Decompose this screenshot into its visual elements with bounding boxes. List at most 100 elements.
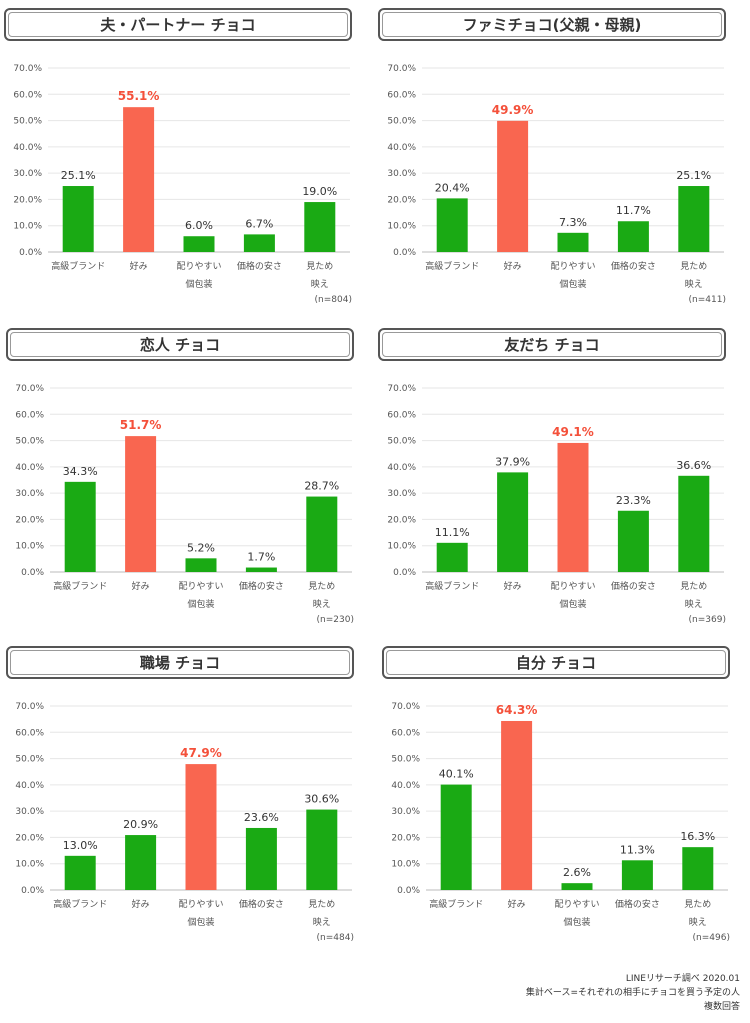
chart-title-box: ファミチョコ(父親・母親) (378, 8, 726, 41)
bar (557, 232, 589, 252)
bar (440, 784, 472, 890)
bar (678, 186, 710, 252)
x-tick-label: 映え (685, 598, 703, 610)
y-tick-label: 0.0% (393, 248, 416, 258)
footnote-multiple-answers: 複数回答 (703, 1002, 740, 1012)
y-tick-label: 0.0% (19, 248, 42, 258)
y-tick-label: 40.0% (15, 463, 44, 473)
y-tick-label: 10.0% (15, 542, 44, 552)
x-tick-label: 高級ブランド (51, 260, 105, 272)
sample-size: (n=369) (688, 615, 726, 625)
data-label: 20.4% (435, 181, 470, 194)
bar (62, 186, 94, 252)
data-label: 19.0% (302, 185, 337, 198)
bar (306, 496, 338, 572)
y-tick-label: 20.0% (15, 515, 44, 525)
bar (304, 202, 336, 252)
data-label: 6.7% (245, 217, 273, 230)
bar (682, 847, 714, 890)
y-tick-label: 0.0% (397, 886, 420, 896)
data-label: 47.9% (180, 746, 222, 760)
footnote-source: LINEリサーチ調べ 2020.01 (625, 974, 740, 984)
data-label: 34.3% (63, 465, 98, 478)
bar-chart-workplace: 0.0% 10.0% 20.0% 30.0% 40.0% 50.0% 60.0% 70.0% 1… (15, 702, 352, 928)
y-tick-label: 60.0% (391, 728, 420, 738)
bar-chart-lover: 0.0% 10.0% 20.0% 30.0% 40.0% 50.0% 60.0% 70.0% 3… (15, 384, 352, 610)
bar (306, 809, 338, 890)
data-label: 37.9% (495, 455, 530, 468)
x-tick-label: 映え (689, 916, 707, 928)
data-label: 23.3% (616, 494, 651, 507)
x-tick-label: 個包装 (187, 598, 214, 610)
x-tick-label: 好み (132, 580, 150, 592)
x-tick-label: 高級ブランド (425, 580, 479, 592)
y-tick-label: 0.0% (21, 886, 44, 896)
bar (617, 221, 649, 252)
x-tick-label: 高級ブランド (53, 898, 107, 910)
x-tick-label: 価格の安さ (611, 580, 656, 592)
chart-panel-workplace: 職場 チョコ 0.0% 10.0% 20.0% 30.0% 40.0% 50.0% 60.0… (2, 640, 362, 950)
y-tick-label: 40.0% (387, 463, 416, 473)
y-tick-label: 50.0% (391, 755, 420, 765)
data-label: 30.6% (304, 793, 339, 806)
bar (617, 510, 649, 572)
data-label: 55.1% (118, 89, 160, 103)
data-label: 13.0% (63, 839, 98, 852)
y-tick-label: 20.0% (387, 195, 416, 205)
y-tick-label: 70.0% (13, 64, 42, 74)
y-tick-label: 30.0% (15, 807, 44, 817)
data-label: 25.1% (61, 169, 96, 182)
x-tick-label: 見ため (308, 899, 335, 910)
sample-size: (n=496) (692, 933, 730, 943)
data-label: 64.3% (496, 703, 538, 717)
y-tick-label: 30.0% (13, 169, 42, 179)
bar (245, 827, 277, 890)
y-tick-label: 10.0% (387, 222, 416, 232)
chart-title-box: 自分 チョコ (382, 646, 730, 679)
bar (621, 860, 653, 890)
x-tick-label: 映え (685, 278, 703, 290)
chart-title: 職場 チョコ (139, 654, 221, 672)
chart-title-box: 友だち チョコ (378, 328, 726, 361)
chart-title-box: 恋人 チョコ (6, 328, 354, 361)
y-tick-label: 50.0% (13, 117, 42, 127)
bar (183, 236, 215, 252)
x-tick-label: 配りやすい (554, 899, 599, 910)
data-label: 23.6% (244, 811, 279, 824)
x-tick-label: 配りやすい (178, 899, 223, 910)
y-tick-label: 70.0% (15, 384, 44, 394)
data-label: 11.7% (616, 204, 651, 217)
y-tick-label: 10.0% (391, 860, 420, 870)
y-tick-label: 20.0% (387, 515, 416, 525)
x-tick-label: 高級ブランド (53, 580, 107, 592)
y-tick-label: 50.0% (387, 437, 416, 447)
bar (436, 542, 468, 572)
x-tick-label: 配りやすい (176, 261, 221, 272)
data-label: 16.3% (680, 830, 715, 843)
chart-title: 友だち チョコ (504, 336, 600, 354)
x-tick-label: 個包装 (185, 278, 212, 290)
x-tick-label: 価格の安さ (611, 260, 656, 272)
y-tick-label: 70.0% (387, 384, 416, 394)
x-tick-label: 好み (504, 260, 522, 272)
bar (678, 475, 710, 572)
y-tick-label: 20.0% (13, 195, 42, 205)
bar (123, 107, 155, 252)
y-tick-label: 10.0% (387, 542, 416, 552)
chart-title: 恋人 チョコ (139, 336, 221, 354)
y-tick-label: 20.0% (391, 833, 420, 843)
data-label: 49.1% (552, 425, 594, 439)
y-tick-label: 40.0% (13, 143, 42, 153)
y-tick-label: 50.0% (15, 755, 44, 765)
footnote-base: 集計ベース=それぞれの相手にチョコを買う予定の人 (525, 988, 740, 998)
y-tick-label: 60.0% (387, 410, 416, 420)
y-tick-label: 0.0% (393, 568, 416, 578)
data-label: 7.3% (559, 216, 587, 229)
sample-size: (n=804) (314, 295, 352, 305)
y-tick-label: 50.0% (15, 437, 44, 447)
data-label: 20.9% (123, 818, 158, 831)
data-label: 25.1% (676, 169, 711, 182)
x-tick-label: 価格の安さ (239, 580, 284, 592)
chart-title: 自分 チョコ (515, 654, 597, 672)
y-tick-label: 30.0% (387, 169, 416, 179)
